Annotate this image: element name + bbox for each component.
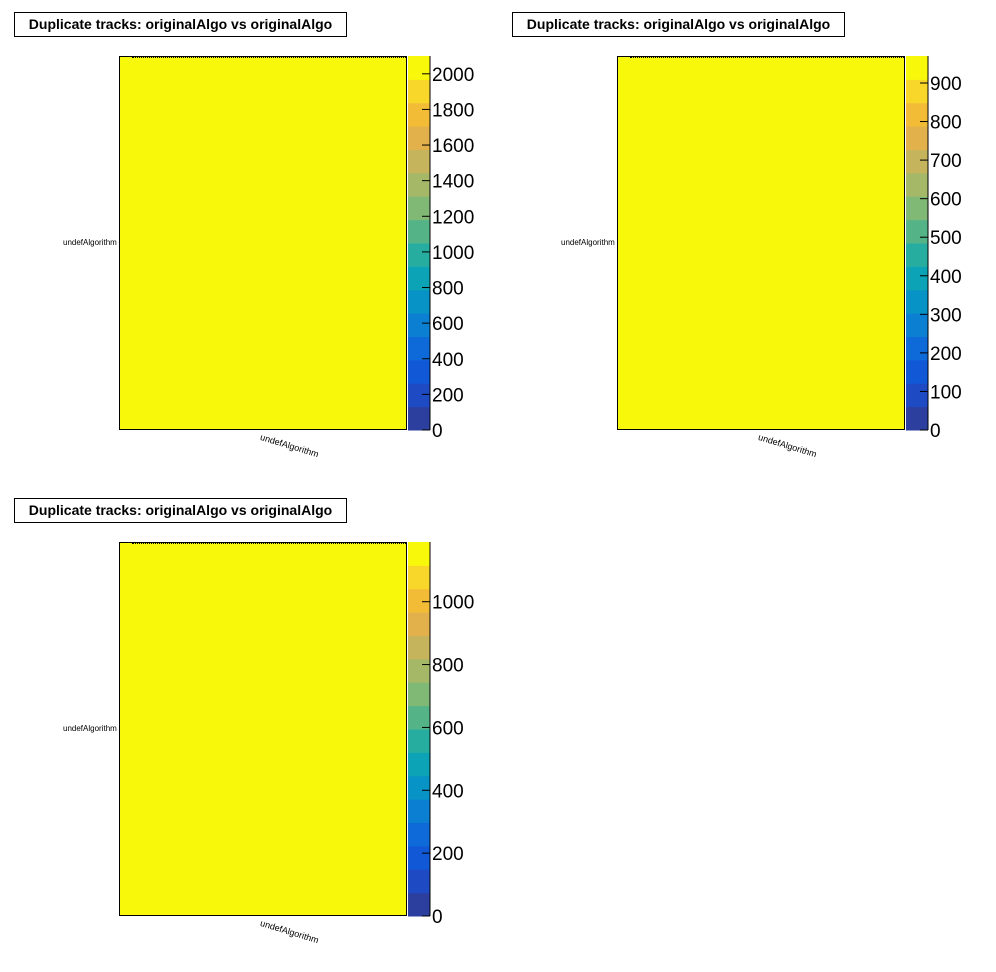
panel-1: Duplicate tracks: originalAlgo vs origin… — [0, 0, 498, 486]
colorbar-band — [408, 588, 430, 613]
colorbar-band — [408, 565, 430, 590]
colorbar-tick-label: 0 — [432, 421, 443, 442]
colorbar-band — [408, 729, 430, 753]
colorbar-tick-label: 300 — [930, 305, 962, 326]
colorbar-band — [906, 79, 928, 104]
colorbar-band — [906, 219, 928, 244]
colorbar-band — [906, 126, 928, 150]
colorbar-band — [408, 406, 430, 431]
colorbar-tick-label: 400 — [930, 267, 962, 288]
colorbar: 0 200 400 600 800 1000 — [408, 542, 474, 928]
colorbar-tick-label: 200 — [930, 344, 962, 365]
colorbar: 0 100 200 300 400 500 600 700 800 900 — [906, 56, 962, 442]
panel-title: Duplicate tracks: originalAlgo vs origin… — [14, 12, 347, 37]
colorbar-band — [408, 243, 430, 267]
panel-title: Duplicate tracks: originalAlgo vs origin… — [14, 498, 347, 523]
colorbar-tick-label: 800 — [432, 656, 464, 677]
colorbar-band — [408, 383, 430, 408]
colorbar-tick-label: 400 — [432, 350, 464, 371]
colorbar-band — [408, 799, 430, 823]
heatmap-cell — [119, 542, 407, 916]
colorbar-band — [408, 126, 430, 150]
colorbar-band — [906, 172, 928, 197]
x-bin-label: undefAlgorithm — [259, 918, 320, 946]
colorbar-band — [408, 149, 430, 174]
colorbar: 0 200 400 600 800 1000 1200 1400 1600 1800 2000 — [408, 56, 474, 442]
colorbar-band — [408, 266, 430, 291]
colorbar-band — [408, 336, 430, 361]
colorbar-band — [906, 196, 928, 221]
colorbar-band — [906, 289, 928, 314]
colorbar-tick-label: 0 — [930, 421, 941, 442]
y-bin-label: undefAlgorithm — [63, 238, 117, 247]
y-bin-label: undefAlgorithm — [561, 238, 615, 247]
colorbar-tick-label: 1000 — [432, 243, 474, 264]
colorbar-tick-label: 1600 — [432, 136, 474, 157]
colorbar-band — [408, 172, 430, 197]
colorbar-band — [906, 149, 928, 174]
colorbar-band — [408, 79, 430, 104]
colorbar-band — [408, 313, 430, 337]
colorbar-band — [408, 775, 430, 800]
colorbar-band — [408, 289, 430, 314]
colorbar-tick-label: 200 — [432, 844, 464, 865]
colorbar-band — [906, 383, 928, 408]
heatmap-cell — [119, 56, 407, 430]
y-bin-label: undefAlgorithm — [63, 724, 117, 733]
colorbar-band — [408, 219, 430, 244]
colorbar-tick-label: 500 — [930, 228, 962, 249]
x-bin-label: undefAlgorithm — [757, 432, 818, 460]
colorbar-band — [906, 102, 928, 127]
colorbar-band — [408, 635, 430, 660]
x-bin-label: undefAlgorithm — [259, 432, 320, 460]
colorbar-band — [408, 542, 430, 566]
colorbar-tick-label: 1400 — [432, 172, 474, 193]
colorbar-tick-label: 800 — [930, 113, 962, 134]
colorbar-band — [906, 313, 928, 337]
colorbar-tick-label: 200 — [432, 385, 464, 406]
colorbar-tick-label: 400 — [432, 781, 464, 802]
colorbar-tick-label: 100 — [930, 382, 962, 403]
colorbar-band — [408, 658, 430, 683]
colorbar-band — [408, 892, 430, 917]
colorbar-band — [906, 243, 928, 267]
colorbar-band — [408, 612, 430, 636]
colorbar-band — [408, 752, 430, 777]
colorbar-band — [408, 869, 430, 894]
colorbar-tick-label: 700 — [930, 151, 962, 172]
colorbar-tick-label: 800 — [432, 279, 464, 300]
colorbar-band — [906, 406, 928, 431]
colorbar-band — [408, 56, 430, 80]
colorbar-tick-label: 1000 — [432, 593, 474, 614]
colorbar-tick-label: 600 — [432, 718, 464, 739]
colorbar-band — [408, 845, 430, 870]
colorbar-tick-label: 1200 — [432, 207, 474, 228]
colorbar-band — [408, 822, 430, 847]
colorbar-band — [408, 705, 430, 730]
colorbar-tick-label: 2000 — [432, 65, 474, 86]
colorbar-band — [906, 56, 928, 80]
colorbar-band — [906, 336, 928, 361]
panel-2: Duplicate tracks: originalAlgo vs origin… — [498, 0, 996, 486]
heatmap-cell — [617, 56, 905, 430]
panel-title: Duplicate tracks: originalAlgo vs origin… — [512, 12, 845, 37]
colorbar-tick-label: 900 — [930, 74, 962, 95]
colorbar-band — [906, 359, 928, 384]
panel-3: Duplicate tracks: originalAlgo vs origin… — [0, 486, 498, 972]
colorbar-band — [408, 682, 430, 707]
colorbar-band — [408, 359, 430, 384]
colorbar-band — [408, 102, 430, 127]
colorbar-tick-label: 1800 — [432, 100, 474, 121]
colorbar-tick-label: 0 — [432, 907, 443, 928]
colorbar-tick-label: 600 — [432, 314, 464, 335]
colorbar-band — [408, 196, 430, 221]
colorbar-tick-label: 600 — [930, 190, 962, 211]
colorbar-band — [906, 266, 928, 291]
